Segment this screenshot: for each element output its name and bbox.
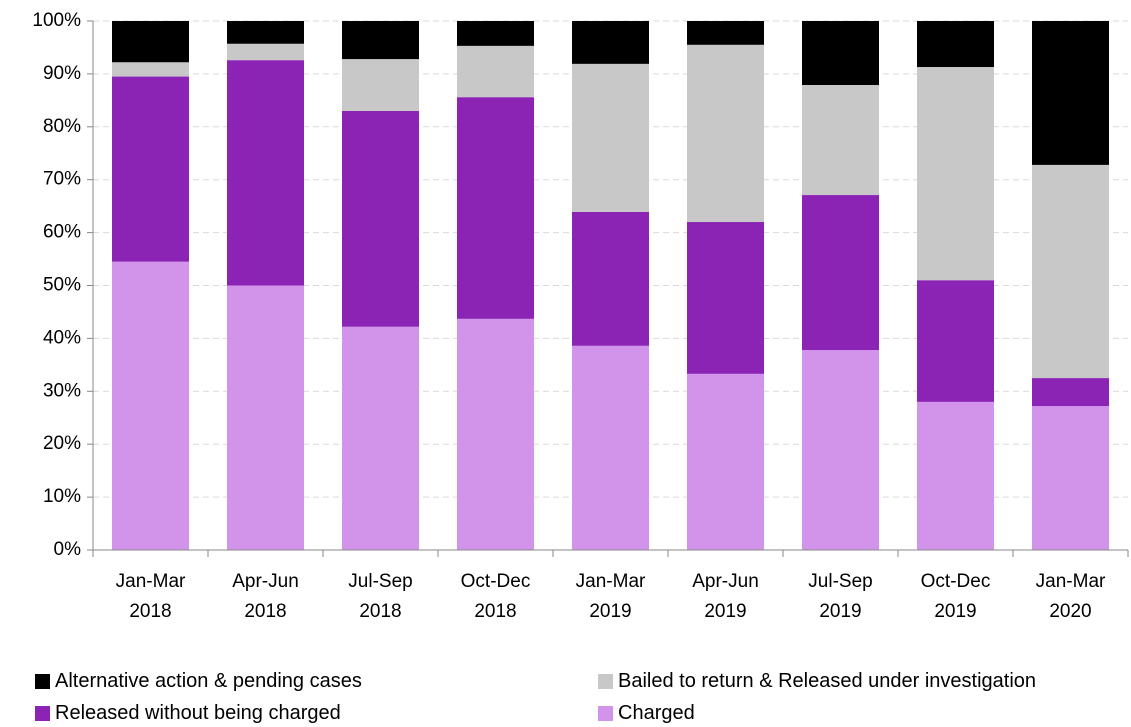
legend-item: Alternative action & pending cases <box>35 670 362 693</box>
y-tick-label: 10% <box>43 486 81 507</box>
y-tick-label: 60% <box>43 222 81 243</box>
y-tick-label: 80% <box>43 116 81 137</box>
bar-segment <box>572 345 649 550</box>
bar-segment <box>802 195 879 351</box>
bar-segment <box>112 62 189 77</box>
x-tick-label: Jan-Mar 2018 <box>115 571 186 622</box>
bar-segment <box>1032 21 1109 165</box>
bar-segment <box>687 373 764 550</box>
bar-segment <box>342 21 419 60</box>
y-tick-label: 70% <box>43 169 81 190</box>
x-tick-label: Oct-Dec 2018 <box>460 571 531 622</box>
bar-segment <box>917 67 994 281</box>
x-tick-label: Apr-Jun 2019 <box>692 571 759 622</box>
bar-segment <box>917 21 994 68</box>
legend-swatch <box>598 674 613 689</box>
y-tick-label: 20% <box>43 433 81 454</box>
bar-segment <box>1032 164 1109 379</box>
bar-segment <box>572 21 649 64</box>
legend-label: Bailed to return & Released under invest… <box>618 670 1037 692</box>
bar-segment <box>227 285 304 550</box>
bar-segment <box>457 45 534 98</box>
x-tick-label: Jan-Mar 2019 <box>575 571 646 622</box>
bar-segment <box>687 21 764 45</box>
bar-segment <box>687 44 764 223</box>
x-tick-label: Jul-Sep 2018 <box>348 571 413 622</box>
bar-segment <box>457 21 534 46</box>
legend-label: Released without being charged <box>55 702 341 724</box>
legend-swatch <box>598 706 613 721</box>
legend-item: Charged <box>598 702 695 725</box>
bar-segment <box>227 43 304 61</box>
bar-segment <box>687 222 764 374</box>
bar-segment <box>457 318 534 550</box>
bar-segment <box>342 110 419 327</box>
bar-segment <box>342 59 419 111</box>
y-tick-label: 30% <box>43 380 81 401</box>
legend-label: Alternative action & pending cases <box>55 670 362 692</box>
x-tick-label: Oct-Dec 2019 <box>920 571 991 622</box>
bar-segment <box>802 21 879 86</box>
x-tick-label: Jan-Mar 2020 <box>1035 571 1106 622</box>
x-tick-label: Apr-Jun 2018 <box>232 571 299 622</box>
legend-item: Released without being charged <box>35 702 341 725</box>
y-tick-label: 40% <box>43 327 81 348</box>
bar-segment <box>342 326 419 550</box>
bar-segment <box>457 97 534 319</box>
bar-segment <box>227 60 304 286</box>
bar-segment <box>227 21 304 44</box>
legend-swatch <box>35 674 50 689</box>
y-tick-label: 0% <box>54 539 82 560</box>
bar-segment <box>112 21 189 63</box>
bar-segment <box>802 85 879 196</box>
bar-segment <box>1032 378 1109 407</box>
legend-item: Bailed to return & Released under invest… <box>598 670 1036 693</box>
legend-swatch <box>35 706 50 721</box>
bar-segment <box>917 401 994 550</box>
x-tick-label: Jul-Sep 2019 <box>808 571 873 622</box>
y-tick-label: 100% <box>32 10 81 31</box>
bar-segment <box>112 261 189 550</box>
bar-segment <box>1032 406 1109 550</box>
y-tick-label: 50% <box>43 275 81 296</box>
bar-segment <box>112 76 189 262</box>
bar-segment <box>802 350 879 550</box>
bar-segment <box>572 63 649 212</box>
bar-segment <box>917 280 994 402</box>
bar-segment <box>572 211 649 346</box>
legend-label: Charged <box>618 702 695 724</box>
y-tick-label: 90% <box>43 63 81 84</box>
